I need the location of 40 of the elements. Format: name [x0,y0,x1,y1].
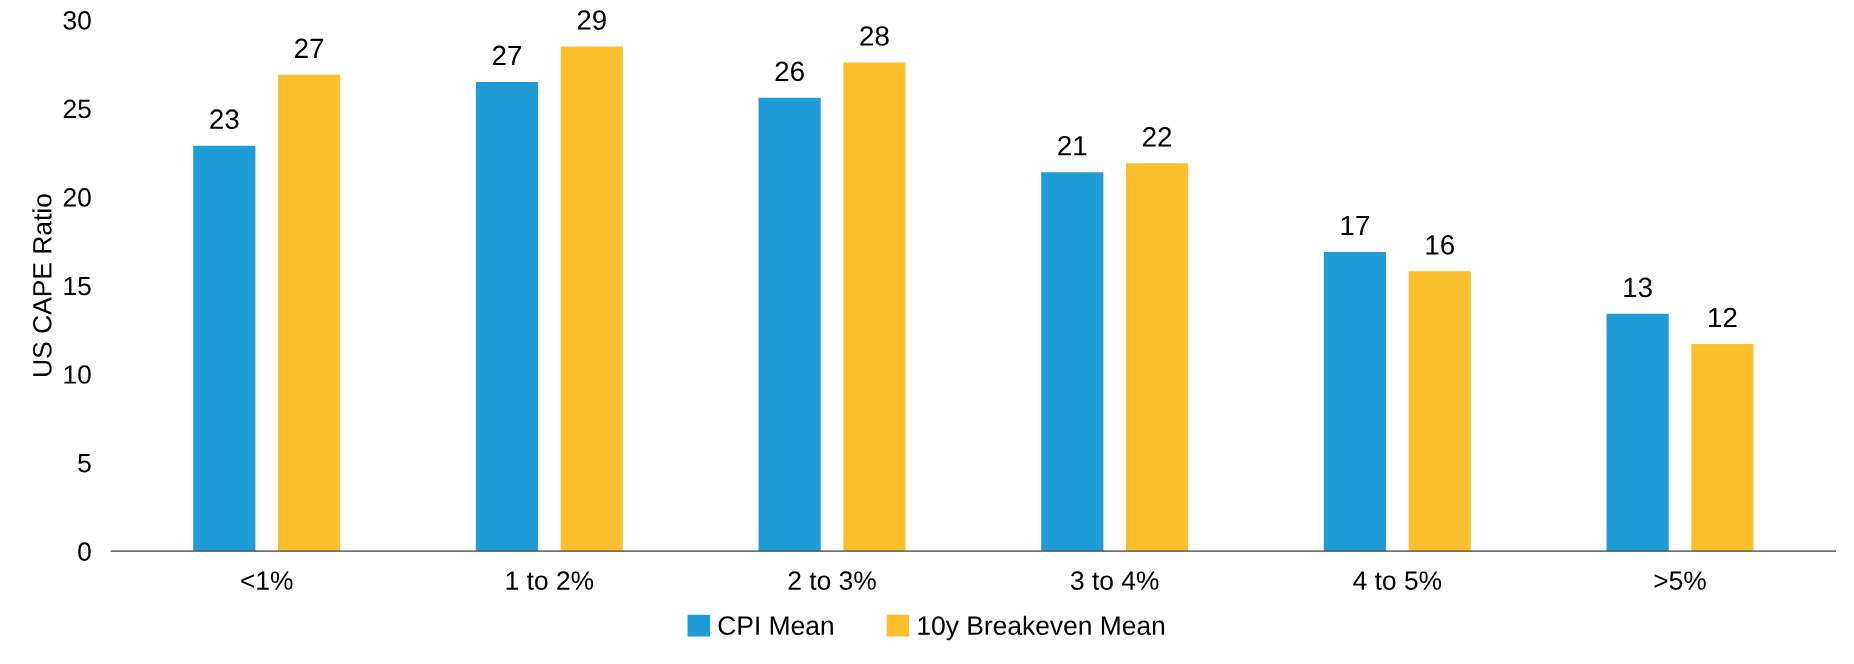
y-tick-label: 30 [63,11,91,30]
data-label: 16 [1426,235,1454,255]
x-tick-label: >5% [1654,571,1706,590]
legend-label: CPI Mean [718,616,833,636]
x-tick-label: 2 to 3% [788,571,876,590]
legend-label: 10y Breakeven Mean [918,615,1165,641]
x-tick-label: <1% [241,571,293,590]
data-label: 12 [1709,307,1737,328]
y-tick-label: 20 [63,188,91,207]
y-tick-label: 5 [78,453,91,473]
data-label: 22 [1143,127,1172,147]
bar [843,62,906,552]
data-label: 27 [295,38,324,58]
bar [1606,313,1669,552]
bar [278,74,341,552]
y-tick-label: 15 [64,276,91,296]
data-label: 27 [492,45,522,66]
data-label: 29 [577,10,606,30]
data-label: 26 [775,61,804,82]
bar [1408,271,1471,552]
bar [1323,251,1387,552]
data-label: 17 [1341,215,1369,235]
bar [1041,172,1104,552]
x-tick-label: 3 to 4% [1070,571,1159,590]
data-label: 28 [860,26,889,46]
bar [758,97,821,552]
data-label: 13 [1624,277,1652,298]
y-tick-label: 25 [63,99,91,119]
y-tick-label: 0 [78,542,91,561]
data-label: 23 [210,109,239,130]
bar [560,46,623,552]
bar [1125,163,1189,552]
bar [475,81,539,552]
x-tick-label: 1 to 2% [506,571,594,590]
bar [1691,343,1754,552]
bar [193,145,256,552]
data-label: 21 [1058,135,1087,156]
y-tick-label: 10 [64,365,91,384]
y-axis-title: US CAPE Ratio [32,194,52,376]
x-tick-label: 4 to 5% [1353,571,1442,590]
